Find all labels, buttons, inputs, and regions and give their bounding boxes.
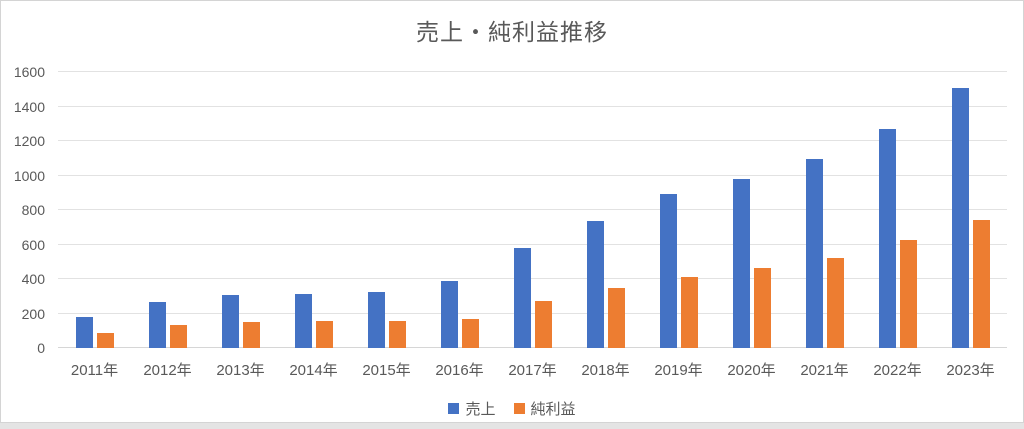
legend-label-profit: 純利益 [530,401,576,418]
bar-sales-2021年 [805,159,823,348]
gridline [58,140,1007,141]
bar-group-2014年 [277,72,350,348]
x-tick-label: 2023年 [946,362,995,379]
bar-sales-2014年 [294,293,312,348]
bar-profit-2015年 [388,321,406,348]
x-tick-label: 2014年 [289,362,338,379]
bar-sales-2023年 [951,88,969,348]
bar-sales-2012年 [148,302,166,348]
x-axis-line [58,347,1007,348]
gridline [58,209,1007,210]
bar-profit-2021年 [826,258,844,348]
gridline [58,243,1007,245]
y-tick-label: 200 [21,305,45,322]
x-tick-label: 2021年 [800,362,849,379]
x-tick-label: 2022年 [873,362,922,379]
bar-group-2011年 [58,72,131,348]
y-tick-label: 800 [21,202,45,218]
page-background-strip [0,423,1024,429]
legend-label-sales: 売上 [465,401,496,418]
plot-area [58,71,1007,348]
y-tick-label: 600 [21,236,45,253]
x-tick-label: 2019年 [654,362,703,379]
bar-profit-2023年 [972,219,990,348]
bar-profit-2020年 [753,267,771,348]
bar-group-2021年 [788,72,861,348]
bar-sales-2016年 [440,280,458,348]
bar-sales-2013年 [221,294,239,348]
x-tick-label: 2017年 [508,362,557,379]
y-tick-label: 0 [37,340,45,356]
y-tick-label: 400 [21,271,45,287]
bar-profit-2018年 [607,287,625,348]
legend-item-profit: 純利益 [513,398,576,419]
x-tick-label: 2013年 [216,362,265,379]
gridline [58,174,1007,176]
bar-group-2022年 [861,72,934,348]
bar-sales-2019年 [659,194,677,348]
bar-profit-2017年 [534,301,552,348]
y-axis: 0 200 400 600 800 1000 1200 1400 1600 [1,64,45,356]
bar-group-2020年 [715,72,788,348]
bar-sales-2015年 [367,291,385,348]
bar-profit-2011年 [96,333,114,348]
bar-group-2017年 [496,72,569,348]
bar-group-2016年 [423,72,496,348]
chart-title: 売上・純利益推移 [416,19,608,45]
legend-item-sales: 売上 [448,398,496,419]
bar-profit-2013年 [242,322,260,348]
bar-group-2018年 [569,72,642,348]
bar-profit-2019年 [680,277,698,348]
bar-sales-2011年 [75,316,93,348]
y-tick-label: 1000 [13,167,45,184]
x-tick-label: 2016年 [435,362,484,379]
legend: 売上 純利益 [1,398,1023,419]
bar-profit-2012年 [169,324,187,348]
bar-group-2012年 [131,72,204,348]
bar-profit-2016年 [461,318,479,348]
bar-group-2023年 [934,72,1007,348]
bar-sales-2018年 [586,221,604,348]
y-tick-label: 1200 [13,133,45,149]
x-tick-label: 2020年 [727,362,776,379]
bar-sales-2020年 [732,178,750,348]
bar-sales-2017年 [513,247,531,348]
x-axis: 2011年 2012年 2013年 2014年 2015年 2016年 2017年 2018年… [58,359,1007,380]
bar-profit-2014年 [315,321,333,348]
x-tick-label: 2015年 [362,362,411,379]
gridline [58,312,1007,314]
bar-profit-2022年 [899,240,917,348]
bar-sales-2022年 [878,128,896,348]
x-tick-label: 2018年 [581,362,630,379]
bar-group-2019年 [642,72,715,348]
y-tick-label: 1600 [13,64,45,80]
gridline [58,71,1007,72]
x-tick-label: 2012年 [143,362,192,379]
legend-swatch-sales-icon [448,403,460,414]
gridline [58,278,1007,279]
y-tick-label: 1400 [13,98,45,115]
bar-group-2015年 [350,72,423,348]
bar-group-2013年 [204,72,277,348]
gridline [58,105,1007,107]
legend-swatch-profit-icon [513,403,525,414]
x-tick-label: 2011年 [70,362,119,379]
